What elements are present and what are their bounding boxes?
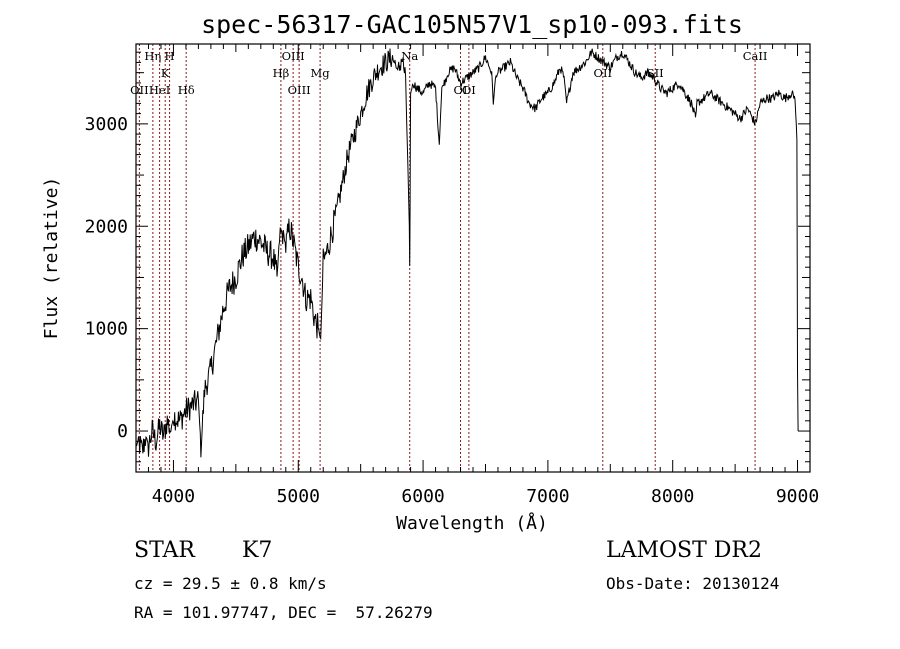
plot-frame bbox=[135, 43, 811, 473]
y-tick-label: 2000 bbox=[85, 216, 128, 237]
x-tick-label: 8000 bbox=[651, 486, 694, 507]
spectral-line-label: OI bbox=[462, 83, 476, 97]
y-axis-label: Flux (relative) bbox=[41, 177, 62, 340]
spectral-line-label: Mg bbox=[311, 66, 331, 80]
y-tick-label: 1000 bbox=[85, 319, 128, 340]
obs-date-line: Obs-Date: 20130124 bbox=[606, 574, 780, 593]
x-tick-label: 9000 bbox=[776, 486, 819, 507]
chart-title: spec-56317-GAC105N57V1_sp10-093.fits bbox=[201, 10, 743, 39]
spectral-line-label: OI bbox=[454, 83, 468, 97]
redshift-line: cz = 29.5 ± 0.8 km/s bbox=[134, 574, 327, 593]
x-tick-label: 4000 bbox=[152, 486, 195, 507]
spectral-line-label: OIII bbox=[282, 49, 305, 63]
spectral-line-label: Hδ bbox=[178, 83, 195, 97]
spectral-line-label: OIII bbox=[288, 83, 311, 97]
y-tick-label: 0 bbox=[117, 421, 128, 442]
spectral-line-label: Na bbox=[401, 49, 418, 63]
spectrum-line bbox=[135, 48, 799, 458]
spectral-line-label: H bbox=[165, 49, 175, 63]
spectral-line-label: Hη bbox=[144, 49, 161, 63]
spectral-line-label: CaII bbox=[743, 49, 768, 63]
x-tick-label: 6000 bbox=[401, 486, 444, 507]
x-tick-label: 5000 bbox=[277, 486, 320, 507]
object-subclass: K7 bbox=[242, 538, 273, 563]
x-axis-ticks: 4000 5000 6000 7000 8000 9000 bbox=[135, 44, 819, 507]
spectral-line-label: K bbox=[161, 66, 170, 80]
survey-label: LAMOST DR2 bbox=[606, 538, 762, 563]
radec-line: RA = 101.97747, DEC = 57.26279 bbox=[134, 603, 433, 622]
x-tick-label: 7000 bbox=[526, 486, 569, 507]
y-axis-ticks: 0 1000 2000 3000 bbox=[85, 51, 810, 473]
spectral-line-label: OII bbox=[594, 66, 613, 80]
spectral-line-label: Hβ bbox=[273, 66, 290, 80]
y-tick-label: 3000 bbox=[85, 114, 128, 135]
spectral-line-label: HeI bbox=[149, 83, 170, 97]
x-axis-label: Wavelength (Å) bbox=[396, 512, 548, 534]
spectral-line-label: OII bbox=[130, 83, 149, 97]
object-class: STAR bbox=[134, 538, 195, 563]
